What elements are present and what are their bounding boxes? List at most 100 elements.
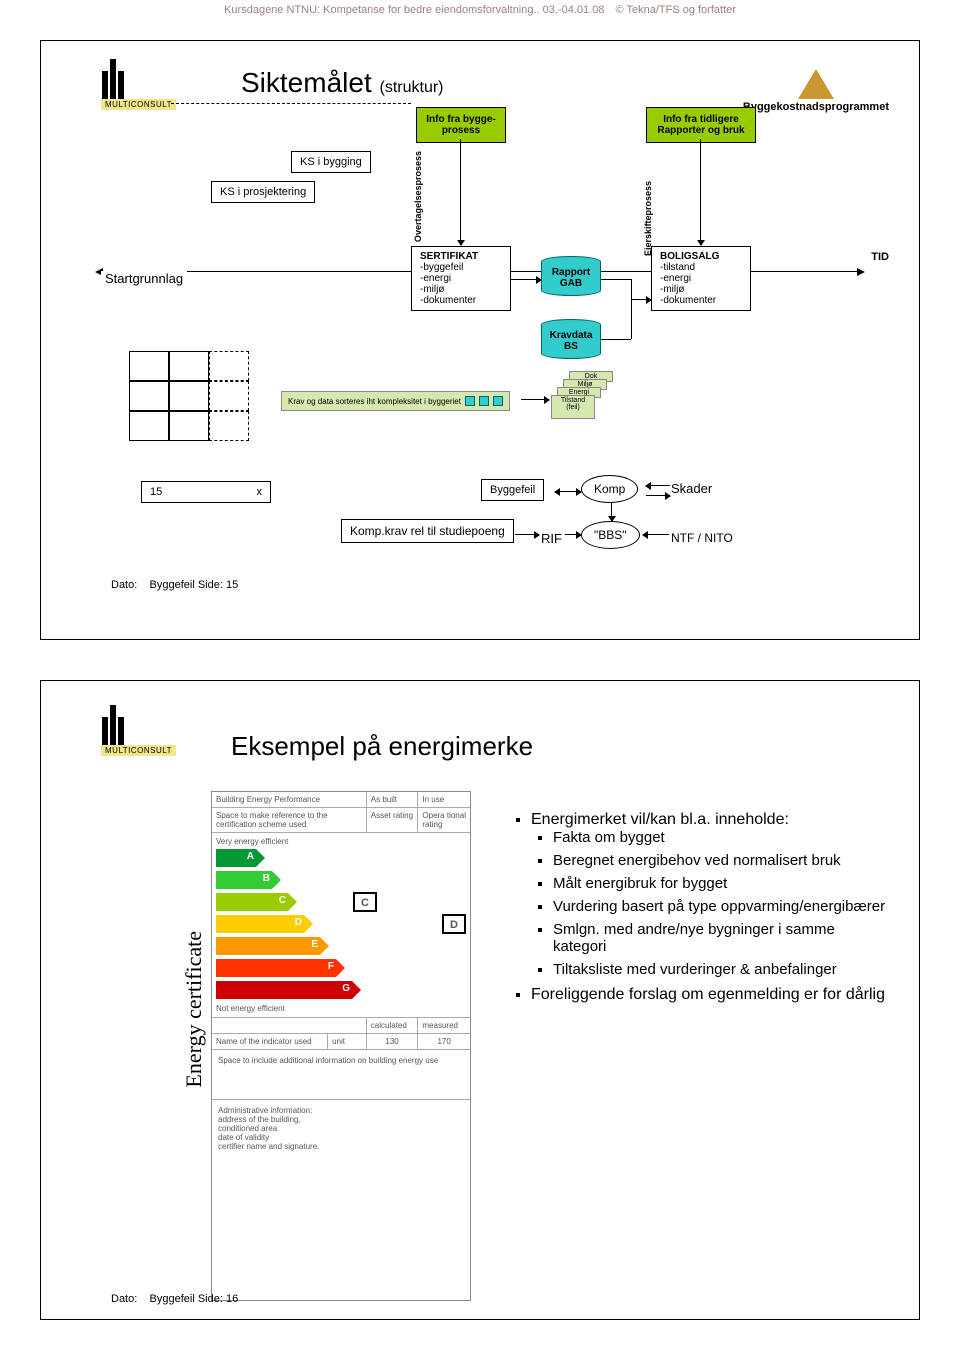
cert-ratings-block: Very energy efficient ABCCDDEFG Not ener… [212,833,470,1017]
rating-letter-F: F [328,961,334,972]
sertifikat-title: SERTIFIKAT [420,251,478,262]
bullet-main2: Foreliggende forslag om egenmelding er f… [531,986,889,1004]
ks-prosjektering-box: KS i prosjektering [211,181,315,203]
rif-label: RIF [541,531,562,546]
sert-l0: -byggefeil [420,262,463,273]
bullet-item-0: Fakta om bygget [553,829,889,846]
bkp-text: Byggekostnadsprogrammet [743,101,889,113]
cert-side-label: Energy certificate [181,931,207,1088]
hconn-skader-komp [646,485,670,486]
bullet-item-3: Vurdering basert på type oppvarming/ener… [553,898,889,915]
cert-r1c1: Building Energy Performance [212,792,367,807]
ks-bygging-box: KS i bygging [291,151,371,173]
startgrunnlag-label: Startgrunnlag [101,271,187,286]
vconn-rapport-bolig [631,279,632,339]
vconn-overtagelse [460,139,461,245]
rating-bar-F: F [216,959,336,977]
boligsalg-title: BOLIGSALG [660,251,719,262]
energy-certificate: Building Energy Performance As built In … [211,791,471,1301]
hconn-komp-skader [646,495,670,496]
cert-admin: Administrative information: address of t… [212,1100,470,1157]
stack-tilstand: Tilstand (feil) [551,395,595,419]
cert-not: Not energy efficient [216,1004,466,1013]
info-tidligere-box: Info fra tidligere Rapporter og bruk [646,107,756,143]
slide2-footer: Dato: Byggefeil Side: 16 [111,1293,238,1305]
hconn-kravdata-right [601,339,631,340]
info-bygge-text: Info fra bygge- prosess [426,114,495,136]
n15: 15 [150,486,162,498]
bkp-logo: Byggekostnadsprogrammet [743,69,889,113]
multiconsult-logo: MULTICONSULT [101,59,176,110]
title-main: Siktemålet [241,67,372,98]
rating-letter-G: G [342,983,350,994]
bullet-item-5: Tiltaksliste med vurderinger & anbefalin… [553,961,889,978]
hconn-ntf-bbs [643,534,669,535]
bbs-oval: "BBS" [581,521,640,549]
vconn-eierskifte [700,139,701,245]
eierskifte-label: Eierskifteprosess [643,181,653,256]
cert-row-calc: calculated measured [212,1017,470,1034]
header-right: Tekna/TFS og forfatter [626,4,735,16]
slide-energimerke: MULTICONSULT Eksempel på energimerke Ene… [40,680,920,1320]
sort-sq1 [465,396,475,406]
page-header: Kursdagene NTNU: Kompetanse for bedre ei… [0,0,960,20]
byggefeil-box: Byggefeil [481,479,544,501]
rating-row-C: CC [216,892,466,912]
bol-l2: -miljø [660,284,684,295]
tid-label: TID [871,251,889,263]
hconn-byggefeil-komp [555,491,581,492]
rating-letter-A: A [247,851,254,862]
cert-space: Space to include additional information … [212,1050,470,1100]
cert-v1: 130 [367,1034,419,1049]
rating-row-G: G [216,980,466,1000]
header-copyright: © [616,4,624,16]
cert-unit: unit [328,1034,367,1049]
rating-letter-B: B [263,873,270,884]
cert-row1: Building Energy Performance As built In … [212,792,470,808]
bol-l1: -energi [660,273,691,284]
cert-name: Name of the indicator used [212,1034,328,1049]
sert-l1: -energi [420,273,451,284]
bullet-main-text: Energimerket vil/kan bl.a. inneholde: [531,811,789,828]
hconn-sert-rapport [511,279,541,280]
cert-meas: measured [418,1018,470,1033]
cert-r2c1: Space to make reference to the certifica… [212,808,367,832]
boligsalg-box: BOLIGSALG -tilstand -energi -miljø -doku… [651,246,751,311]
cert-r1c3: In use [418,792,470,807]
kompkrav-box: Komp.krav rel til studiepoeng [341,519,514,543]
overtagelse-label: Overtagelsesprosess [413,151,423,242]
sert-l3: -dokumenter [420,295,476,306]
hconn-rapport-bolig-top [601,279,631,280]
rating-letter-D: D [295,917,302,928]
sort-text: Krav og data sorteres iht kompleksitet i… [288,397,461,406]
cert-r2c2: Asset rating [367,808,419,832]
bol-l0: -tilstand [660,262,695,273]
s2-side-label: Byggefeil Side: 16 [150,1293,239,1305]
info-bygge-box: Info fra bygge- prosess [416,107,506,143]
rating-bar-D: D [216,915,304,933]
rating-row-F: F [216,958,466,978]
slide2-title: Eksempel på energimerke [231,731,533,762]
header-left: Kursdagene NTNU: Kompetanse for bedre ei… [224,4,604,16]
rating-row-A: A [216,848,466,868]
rating-row-B: B [216,870,466,890]
dash-connector [171,103,411,104]
rating-bar-B: B [216,871,272,889]
fifteen-x-box: 15 x [141,481,271,503]
cert-very: Very energy efficient [216,837,466,846]
sert-l2: -miljø [420,284,444,295]
hconn-kompkrav-rif [515,534,539,535]
hconn-to-bolig [631,299,651,300]
rating-letter-E: E [311,939,318,950]
s1-date-label: Dato: [111,579,137,591]
cert-r1c2: As built [367,792,419,807]
rating-box-D: D [442,914,466,934]
ntf-label: NTF / NITO [671,531,733,545]
rating-bar-A: A [216,849,256,867]
bullet-item-4: Smlgn. med andre/nye bygninger i samme k… [553,921,889,955]
bullet-main: Energimerket vil/kan bl.a. inneholde: Fa… [531,811,889,978]
slide-siktemalet: MULTICONSULT Siktemålet (struktur) Bygge… [40,40,920,640]
bullet-item-1: Beregnet energibehov ved normalisert bru… [553,852,889,869]
sertifikat-box: SERTIFIKAT -byggefeil -energi -miljø -do… [411,246,511,311]
rapport-text: Rapport GAB [541,256,601,296]
